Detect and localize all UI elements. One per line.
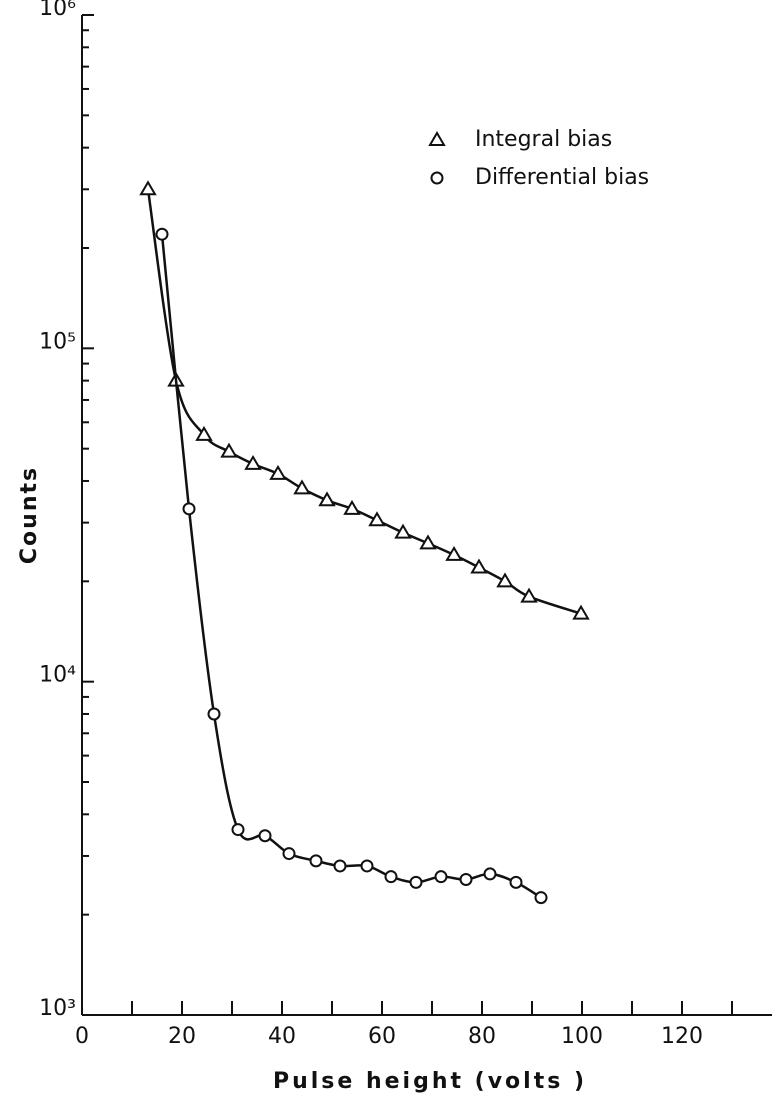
x-tick-label: 100 [561, 1024, 603, 1049]
x-tick-label: 80 [468, 1024, 496, 1049]
legend-label: Differential bias [475, 165, 649, 190]
y-tick-label: 10⁵ [39, 329, 76, 354]
circle-marker [483, 867, 497, 881]
triangle-marker [470, 558, 488, 574]
circle-marker [434, 870, 448, 884]
y-tick-label: 10³ [39, 996, 76, 1021]
circle-marker [258, 829, 272, 843]
triangle-marker [318, 491, 336, 507]
fit-curve [160, 234, 542, 899]
circle-marker [534, 891, 548, 905]
triangle-marker [293, 479, 311, 495]
y-tick-label: 10⁶ [39, 0, 76, 21]
triangle-marker [195, 425, 213, 441]
triangle-marker [445, 545, 463, 561]
x-tick-label: 20 [168, 1024, 196, 1049]
triangle-marker [343, 499, 361, 515]
y-tick-label: 10⁴ [39, 663, 76, 688]
triangle-marker [139, 180, 157, 196]
circle-marker [231, 823, 245, 837]
triangle-marker [520, 587, 538, 603]
triangle-marker [368, 511, 386, 527]
triangle-marker [419, 534, 437, 550]
triangle-marker [269, 464, 287, 480]
x-tick-label: 0 [75, 1024, 89, 1049]
x-tick-label: 120 [661, 1024, 703, 1049]
circle-marker [282, 847, 296, 861]
circle-marker [360, 859, 374, 873]
triangle-marker [428, 131, 446, 146]
circle-marker [430, 171, 444, 185]
triangle-marker [394, 523, 412, 539]
triangle-marker [220, 442, 238, 458]
circle-marker [459, 872, 473, 886]
fit-curve [146, 189, 582, 615]
triangle-marker [496, 572, 514, 588]
triangle-marker [572, 604, 590, 620]
circle-marker [333, 859, 347, 873]
circle-marker [155, 227, 169, 241]
circle-marker [384, 870, 398, 884]
x-axis-label: Pulse height (volts ) [273, 1069, 587, 1094]
x-tick-label: 40 [268, 1024, 296, 1049]
circle-marker [207, 707, 221, 721]
legend-label: Integral bias [475, 127, 612, 152]
x-tick-label: 60 [368, 1024, 396, 1049]
circle-marker [309, 854, 323, 868]
circle-marker [182, 502, 196, 516]
circle-marker [409, 875, 423, 889]
circle-marker [509, 875, 523, 889]
y-axis-label: Counts [17, 466, 42, 564]
triangle-marker [244, 454, 262, 470]
